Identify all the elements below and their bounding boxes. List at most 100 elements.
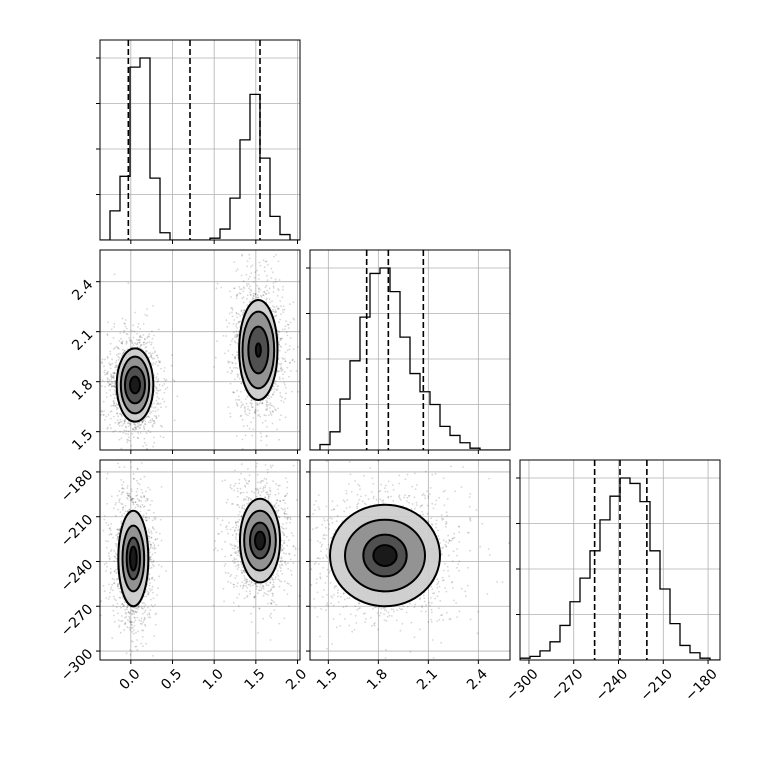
scatter-point: [248, 301, 251, 303]
scatter-point: [277, 504, 280, 507]
scatter-point: [132, 632, 135, 635]
scatter-point: [286, 544, 289, 547]
scatter-point: [147, 593, 149, 595]
scatter-point: [241, 448, 244, 450]
scatter-point: [126, 498, 129, 500]
scatter-point: [233, 287, 236, 289]
scatter-point: [269, 615, 271, 617]
scatter-point: [152, 347, 155, 349]
scatter-point: [107, 426, 109, 429]
scatter-point: [137, 608, 140, 610]
scatter-point: [112, 415, 115, 418]
scatter-point: [131, 497, 134, 500]
scatter-point: [279, 318, 282, 321]
scatter-point: [274, 278, 277, 281]
scatter-point: [126, 510, 129, 513]
scatter-point: [125, 332, 128, 335]
scatter-point: [144, 516, 147, 519]
scatter-point: [254, 271, 257, 274]
scatter-point: [282, 311, 285, 313]
scatter-point: [283, 580, 286, 583]
scatter-point: [118, 425, 121, 427]
scatter-point: [278, 376, 281, 379]
scatter-point: [243, 504, 246, 507]
scatter-point: [158, 397, 160, 400]
scatter-point: [136, 487, 139, 490]
scatter-point: [148, 421, 150, 424]
scatter-point: [257, 403, 259, 406]
scatter-point: [148, 573, 151, 575]
scatter-point: [120, 337, 122, 340]
scatter-point: [151, 547, 154, 549]
scatter-point: [277, 370, 279, 373]
scatter-point: [104, 358, 106, 361]
scatter-point: [128, 612, 131, 615]
scatter-point: [289, 558, 292, 561]
scatter-point: [258, 402, 261, 405]
scatter-point: [243, 497, 246, 500]
scatter-point: [266, 397, 268, 399]
scatter-point: [132, 477, 135, 480]
scatter-point: [247, 414, 249, 417]
scatter-point: [249, 285, 251, 287]
scatter-point: [274, 388, 276, 391]
scatter-point: [259, 487, 262, 490]
scatter-point: [112, 372, 114, 375]
scatter-point: [131, 627, 134, 629]
scatter-point: [217, 533, 219, 535]
scatter-point: [229, 290, 231, 293]
scatter-point: [238, 286, 241, 288]
scatter-point: [125, 340, 128, 343]
scatter-point: [128, 495, 130, 498]
scatter-point: [265, 260, 268, 263]
scatter-point: [284, 502, 287, 504]
scatter-point: [284, 357, 286, 360]
scatter-point: [247, 278, 250, 280]
scatter-point: [113, 401, 116, 404]
scatter-point: [122, 431, 125, 434]
scatter-point: [233, 336, 236, 339]
scatter-point: [258, 586, 261, 588]
scatter-point: [284, 560, 286, 563]
scatter-point: [141, 503, 144, 506]
scatter-point: [266, 435, 268, 437]
scatter-point: [162, 436, 165, 439]
scatter-point: [256, 585, 258, 587]
scatter-point: [151, 561, 153, 564]
scatter-point: [157, 402, 159, 404]
scatter-point: [240, 401, 243, 404]
scatter-point: [138, 421, 141, 424]
scatter-point: [240, 310, 243, 313]
scatter-point: [288, 552, 290, 555]
scatter-point: [240, 406, 242, 408]
scatter-point: [146, 498, 149, 500]
scatter-point: [283, 541, 286, 544]
scatter-point: [149, 352, 152, 354]
scatter-point: [117, 535, 119, 538]
scatter-point: [253, 491, 256, 494]
scatter-point: [275, 310, 278, 313]
scatter-point: [108, 554, 110, 557]
scatter-point: [116, 533, 119, 536]
scatter-point: [285, 331, 288, 334]
scatter-point: [112, 507, 115, 510]
scatter-point: [239, 487, 242, 490]
scatter-point: [214, 540, 216, 542]
scatter-point: [153, 441, 156, 444]
scatter-point: [147, 486, 150, 489]
scatter-point: [142, 341, 145, 344]
scatter-point: [100, 414, 102, 416]
scatter-point: [131, 624, 134, 626]
scatter-point: [212, 604, 215, 607]
scatter-point: [236, 554, 239, 556]
scatter-point: [233, 558, 236, 561]
scatter-point: [213, 366, 216, 368]
scatter-point: [242, 296, 245, 299]
scatter-point: [229, 484, 232, 487]
scatter-point: [136, 343, 139, 346]
scatter-point: [292, 348, 295, 351]
scatter-point: [152, 526, 154, 528]
scatter-point: [157, 544, 160, 547]
scatter-point: [132, 641, 134, 643]
scatter-point: [271, 592, 274, 595]
